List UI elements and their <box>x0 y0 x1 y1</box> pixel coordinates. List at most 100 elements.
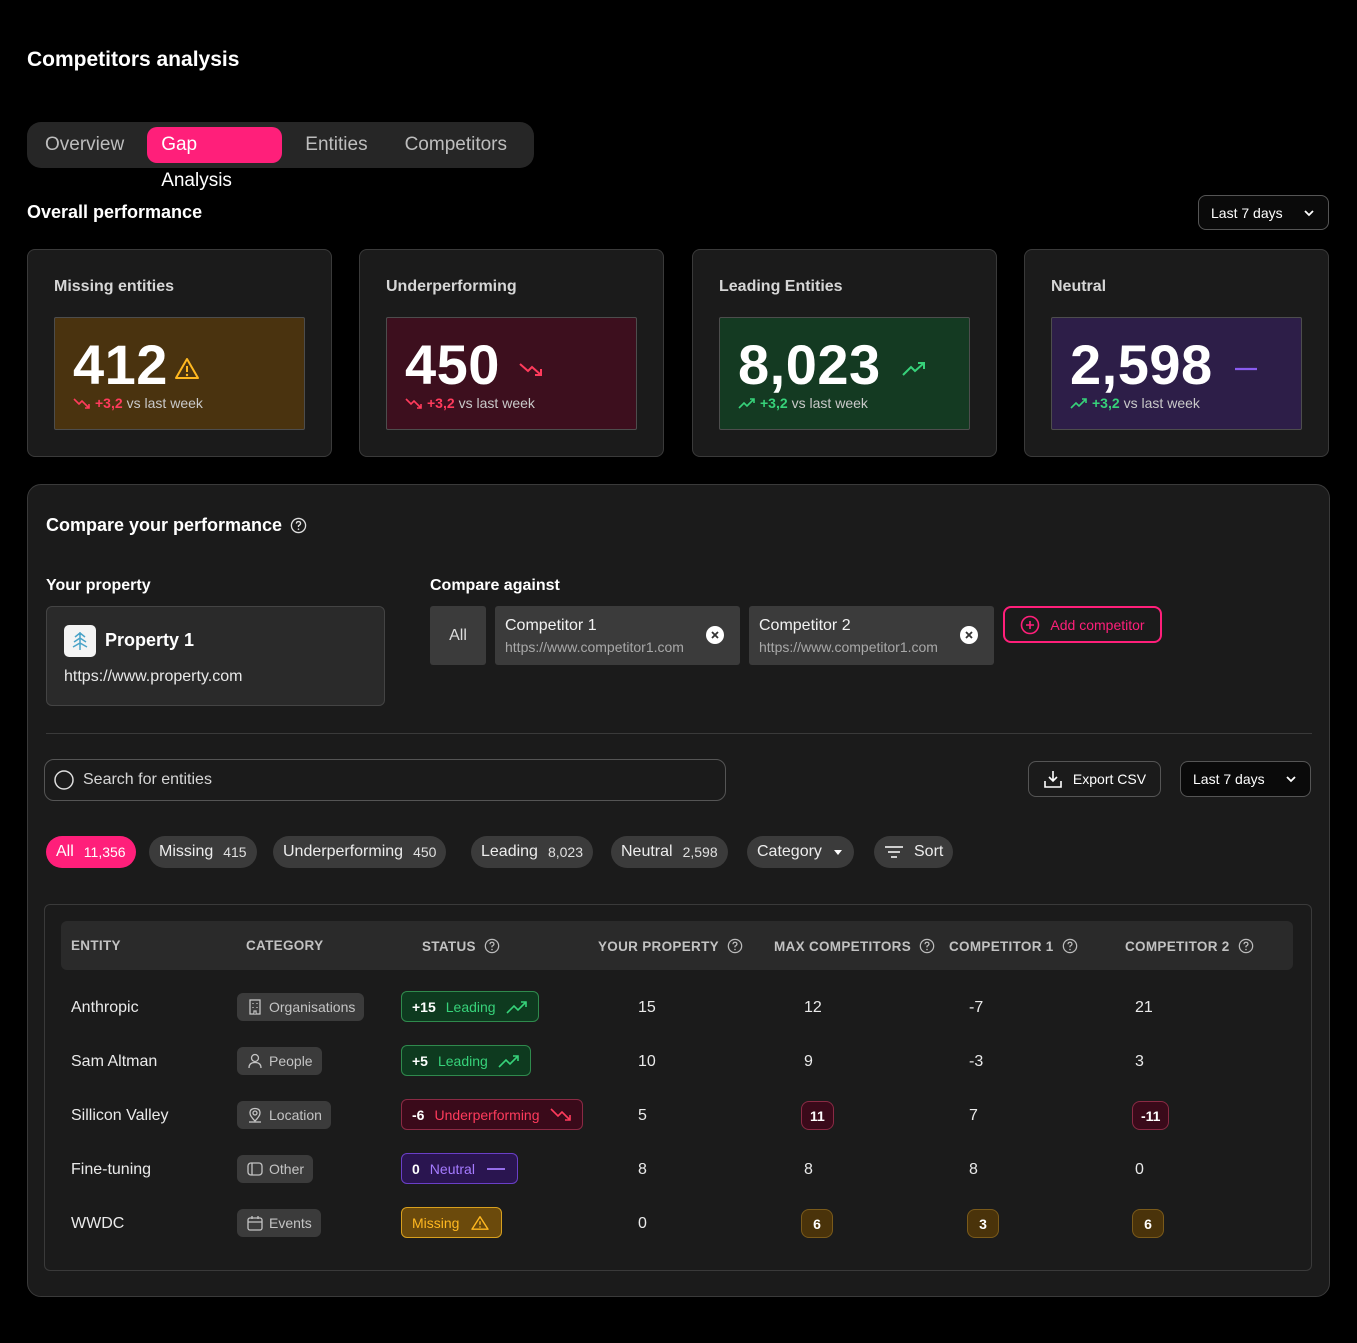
property-card[interactable]: Property 1 https://www.property.com <box>46 606 385 706</box>
help-icon[interactable] <box>1062 938 1078 954</box>
metric-trend: +3,2 vs last week <box>73 395 203 411</box>
status-chip: +15 Leading <box>401 991 539 1022</box>
your-property-value: 5 <box>638 1107 647 1124</box>
your-property-value: 8 <box>638 1161 647 1178</box>
caret-down-icon <box>833 850 842 855</box>
entity-name[interactable]: Anthropic <box>71 999 139 1016</box>
export-csv-button[interactable]: Export CSV <box>1028 761 1161 797</box>
warning-icon <box>175 358 199 379</box>
divider <box>46 733 1312 734</box>
table-period-dropdown[interactable]: Last 7 days <box>1180 761 1311 797</box>
trend-down-icon <box>549 1107 571 1121</box>
max-competitors-badge: 6 <box>801 1209 833 1238</box>
compare-against-label: Compare against <box>430 577 560 594</box>
warning-icon <box>471 1215 490 1230</box>
filter-neutral[interactable]: Neutral 2,598 <box>611 836 728 868</box>
competitor-2-value: 3 <box>1135 1053 1144 1070</box>
column-header[interactable]: CATEGORY <box>246 938 324 953</box>
trend-up-icon <box>506 1000 527 1014</box>
competitor-name: Competitor 2 <box>759 617 851 634</box>
period-dropdown[interactable]: Last 7 days <box>1198 195 1329 230</box>
column-header[interactable]: STATUS <box>422 938 500 954</box>
card-label: Leading Entities <box>719 278 843 295</box>
help-icon[interactable] <box>919 938 935 954</box>
property-logo-icon <box>64 625 96 657</box>
metric-suffix: vs last week <box>791 395 868 411</box>
metric-box: 2,598 +3,2 vs last week <box>1051 317 1302 430</box>
table-header: ENTITY CATEGORY STATUS YOUR PROPERTY MAX… <box>61 921 1293 970</box>
chevron-down-icon <box>1304 209 1314 216</box>
trend-down-icon <box>519 363 542 376</box>
tab-overview[interactable]: Overview <box>45 134 125 155</box>
search-input[interactable]: Search for entities <box>44 759 726 801</box>
competitor-chip[interactable]: Competitor 2 https://www.competitor1.com <box>749 606 994 665</box>
metric-trend: +3,2 vs last week <box>738 395 868 411</box>
compare-all-chip[interactable]: All <box>430 606 486 665</box>
status-delta: -6 <box>412 1106 425 1123</box>
filter-missing[interactable]: Missing 415 <box>149 836 257 868</box>
property-name: Property 1 <box>105 630 195 650</box>
entity-name[interactable]: WWDC <box>71 1215 125 1232</box>
competitor-1-value: -7 <box>969 999 984 1016</box>
card-label: Missing entities <box>54 278 175 295</box>
entity-name[interactable]: Fine-tuning <box>71 1161 152 1178</box>
trend-up-icon <box>738 398 755 409</box>
competitor-2-badge: 6 <box>1132 1209 1164 1238</box>
help-icon[interactable] <box>1238 938 1254 954</box>
competitor-2-badge: -11 <box>1132 1101 1170 1130</box>
remove-competitor-icon[interactable] <box>960 626 978 644</box>
card-label: Underperforming <box>386 278 517 295</box>
competitor-2-value: 0 <box>1135 1161 1144 1178</box>
underperforming-card: Underperforming 450 +3,2 vs last week <box>359 249 664 457</box>
help-icon[interactable] <box>290 517 307 534</box>
missing-entities-card: Missing entities 412 +3,2 vs last week <box>27 249 332 457</box>
trend-up-icon <box>498 1054 519 1068</box>
filter-leading[interactable]: Leading 8,023 <box>471 836 593 868</box>
add-competitor-button[interactable]: Add competitor <box>1003 606 1162 643</box>
column-header[interactable]: YOUR PROPERTY <box>598 938 743 954</box>
status-delta: 0 <box>412 1160 420 1177</box>
filter-underperforming[interactable]: Underperforming 450 <box>273 836 447 868</box>
dash-icon <box>486 1167 505 1170</box>
compare-title-text: Compare your performance <box>46 515 283 535</box>
filter-count: 11,356 <box>83 844 126 860</box>
add-competitor-label: Add competitor <box>1050 616 1145 633</box>
metric-delta: +3,2 <box>427 395 455 411</box>
tab-entities[interactable]: Entities <box>305 134 368 155</box>
entity-name[interactable]: Sam Altman <box>71 1053 158 1070</box>
status-label: Missing <box>412 1214 460 1231</box>
filter-all[interactable]: All 11,356 <box>46 836 136 868</box>
metric-suffix: vs last week <box>1123 395 1200 411</box>
entity-name[interactable]: Sillicon Valley <box>71 1107 169 1124</box>
compare-all-label: All <box>449 626 467 644</box>
competitor-1-value: 8 <box>969 1161 978 1178</box>
column-header[interactable]: COMPETITOR 2 <box>1125 938 1254 954</box>
help-icon[interactable] <box>484 938 500 954</box>
column-header[interactable]: ENTITY <box>71 938 121 953</box>
tab-gap-analysis[interactable]: Gap Analysis <box>147 127 283 191</box>
sort-icon <box>885 846 903 858</box>
filter-count: 8,023 <box>547 844 583 860</box>
plus-circle-icon <box>1021 615 1040 634</box>
overall-performance-title: Overall performance <box>27 202 203 222</box>
sort-button[interactable]: Sort <box>874 836 954 868</box>
leading-entities-card: Leading Entities 8,023 +3,2 vs last week <box>692 249 997 457</box>
remove-competitor-icon[interactable] <box>706 626 724 644</box>
your-property-value: 15 <box>638 999 656 1016</box>
trend-down-icon <box>73 398 90 409</box>
max-competitors-value: 9 <box>804 1053 813 1070</box>
category-chip: Location <box>237 1101 331 1129</box>
status-label: Neutral <box>429 1160 475 1177</box>
category-filter-dropdown[interactable]: Category <box>747 836 854 868</box>
help-icon[interactable] <box>727 938 743 954</box>
column-header[interactable]: MAX COMPETITORS <box>774 938 935 954</box>
metric-value: 8,023 <box>738 333 881 396</box>
table-period-label: Last 7 days <box>1193 771 1265 787</box>
metric-box: 450 +3,2 vs last week <box>386 317 637 430</box>
column-header[interactable]: COMPETITOR 1 <box>949 938 1078 954</box>
tab-competitors[interactable]: Competitors <box>404 134 507 155</box>
competitor-1-value: -3 <box>969 1053 984 1070</box>
dash-icon <box>1235 367 1257 371</box>
competitor-chip[interactable]: Competitor 1 https://www.competitor1.com <box>495 606 740 665</box>
filter-label: Underperforming <box>283 843 404 860</box>
